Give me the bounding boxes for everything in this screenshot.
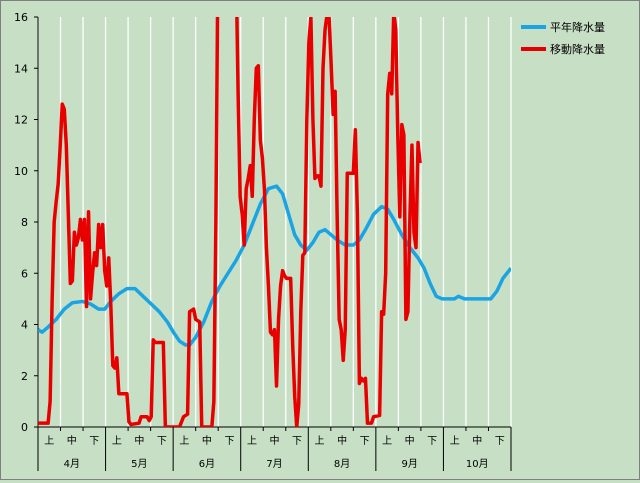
x-dekad-label: 上 <box>450 435 460 447</box>
y-tick-label: 12 <box>14 114 28 127</box>
x-month-label: 10月 <box>466 458 489 470</box>
legend-label: 平年降水量 <box>550 20 605 34</box>
x-month-label: 8月 <box>334 458 350 470</box>
y-tick-label: 0 <box>21 421 28 434</box>
axes: 0246810121416上中下4月上中下5月上中下6月上中下7月上中下8月上中… <box>14 11 512 471</box>
x-dekad-label: 上 <box>382 435 392 447</box>
x-dekad-label: 上 <box>247 435 257 447</box>
y-tick-label: 6 <box>21 267 28 280</box>
x-month-label: 7月 <box>266 458 282 470</box>
x-dekad-label: 上 <box>44 435 54 447</box>
y-tick-label: 10 <box>14 165 28 178</box>
y-tick-label: 14 <box>14 62 28 75</box>
x-dekad-label: 上 <box>315 435 325 447</box>
x-month-label: 4月 <box>64 458 80 470</box>
series-lines <box>38 17 511 427</box>
x-dekad-label: 中 <box>270 434 280 447</box>
y-tick-label: 8 <box>21 216 28 229</box>
x-dekad-label: 中 <box>202 434 212 447</box>
y-tick-label: 16 <box>14 11 28 24</box>
series-line-2 <box>38 17 422 427</box>
x-dekad-label: 下 <box>157 436 167 447</box>
x-dekad-label: 下 <box>224 436 234 447</box>
y-tick-label: 4 <box>21 319 28 332</box>
x-dekad-label: 下 <box>360 436 370 447</box>
x-dekad-label: 下 <box>89 436 99 447</box>
x-dekad-label: 上 <box>112 435 122 447</box>
series-line-1 <box>38 184 511 347</box>
x-month-label: 9月 <box>401 458 417 470</box>
x-dekad-label: 上 <box>179 435 189 447</box>
x-dekad-label: 中 <box>337 434 347 447</box>
legend-label: 移動降水量 <box>550 42 605 56</box>
x-dekad-label: 中 <box>67 434 77 447</box>
x-dekad-label: 下 <box>292 436 302 447</box>
x-dekad-label: 中 <box>472 434 482 447</box>
x-dekad-label: 中 <box>134 434 144 447</box>
x-dekad-label: 中 <box>405 434 415 447</box>
x-dekad-label: 下 <box>495 436 505 447</box>
x-month-label: 6月 <box>199 458 215 470</box>
x-dekad-label: 下 <box>427 436 437 447</box>
y-tick-label: 2 <box>21 370 28 383</box>
x-month-label: 5月 <box>131 458 147 470</box>
